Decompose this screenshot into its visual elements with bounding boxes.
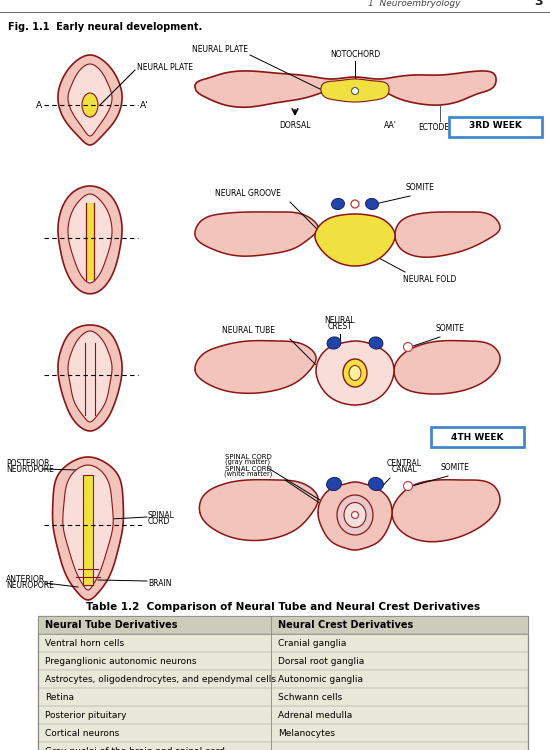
Circle shape: [351, 200, 359, 208]
Text: A': A': [140, 100, 148, 109]
Text: Neural Tube Derivatives: Neural Tube Derivatives: [45, 620, 178, 630]
Text: SOMITE: SOMITE: [436, 324, 464, 333]
Text: Gray nuclei of the brain and spinal cord: Gray nuclei of the brain and spinal cord: [45, 746, 225, 750]
Polygon shape: [392, 480, 500, 542]
Text: CORD: CORD: [148, 517, 170, 526]
Text: NEURAL PLATE: NEURAL PLATE: [137, 64, 193, 73]
Text: Retina: Retina: [45, 692, 74, 701]
Text: Posterior pituitary: Posterior pituitary: [45, 710, 126, 719]
Polygon shape: [321, 79, 389, 102]
FancyBboxPatch shape: [431, 427, 524, 446]
Text: Preganglionic autonomic neurons: Preganglionic autonomic neurons: [45, 656, 196, 665]
Polygon shape: [195, 212, 318, 256]
Text: CREST: CREST: [328, 322, 353, 331]
Text: CANAL: CANAL: [391, 465, 417, 474]
Circle shape: [404, 343, 412, 352]
Text: Fig. 1.1  Early neural development.: Fig. 1.1 Early neural development.: [8, 22, 202, 32]
Polygon shape: [395, 212, 500, 257]
Ellipse shape: [82, 93, 98, 117]
Circle shape: [351, 88, 359, 94]
Circle shape: [351, 512, 359, 518]
Polygon shape: [58, 325, 122, 431]
Text: (gray matter): (gray matter): [226, 458, 271, 465]
Text: SPINAL: SPINAL: [148, 511, 175, 520]
Polygon shape: [318, 482, 392, 550]
Polygon shape: [58, 186, 122, 294]
Text: Ventral horn cells: Ventral horn cells: [45, 638, 124, 647]
Text: NEUROPORE: NEUROPORE: [6, 581, 54, 590]
Text: Cortical neurons: Cortical neurons: [45, 728, 119, 737]
Text: BRAIN: BRAIN: [148, 578, 172, 587]
Text: Neural Crest Derivatives: Neural Crest Derivatives: [278, 620, 413, 630]
Ellipse shape: [327, 478, 342, 490]
Ellipse shape: [337, 495, 373, 535]
Text: NEURAL PLATE: NEURAL PLATE: [192, 45, 248, 54]
Polygon shape: [394, 340, 500, 394]
Text: NEURAL TUBE: NEURAL TUBE: [222, 326, 274, 335]
Polygon shape: [68, 64, 112, 136]
Text: NEURAL: NEURAL: [324, 316, 355, 325]
Ellipse shape: [349, 365, 361, 380]
Text: (white matter): (white matter): [224, 470, 272, 477]
Text: ANTERIOR: ANTERIOR: [6, 575, 45, 584]
Polygon shape: [63, 465, 113, 590]
Polygon shape: [86, 203, 94, 280]
Ellipse shape: [344, 503, 366, 527]
Text: SPINAL CORD: SPINAL CORD: [224, 454, 271, 460]
Ellipse shape: [368, 478, 383, 490]
Text: Melanocytes: Melanocytes: [278, 728, 335, 737]
Text: Autonomic ganglia: Autonomic ganglia: [278, 674, 363, 683]
Text: A: A: [36, 100, 42, 109]
Text: AA': AA': [383, 121, 397, 130]
Text: CENTRAL: CENTRAL: [387, 459, 421, 468]
Text: Astrocytes, oligodendrocytes, and ependymal cells: Astrocytes, oligodendrocytes, and ependy…: [45, 674, 276, 683]
Ellipse shape: [343, 359, 367, 387]
Text: Adrenal medulla: Adrenal medulla: [278, 710, 352, 719]
Ellipse shape: [327, 337, 341, 349]
Polygon shape: [83, 475, 93, 585]
Text: Dorsal root ganglia: Dorsal root ganglia: [278, 656, 364, 665]
Text: NOTOCHORD: NOTOCHORD: [330, 50, 380, 59]
Ellipse shape: [366, 199, 378, 209]
Bar: [38, 616, 528, 634]
Polygon shape: [316, 341, 394, 405]
Text: SOMITE: SOMITE: [405, 183, 434, 192]
Polygon shape: [68, 331, 112, 422]
Ellipse shape: [332, 199, 344, 209]
Text: NEUROPORE: NEUROPORE: [6, 464, 54, 473]
Polygon shape: [195, 71, 496, 107]
Text: 3RD WEEK: 3RD WEEK: [469, 122, 521, 130]
Polygon shape: [315, 214, 395, 266]
Text: 1  Neuroembryology: 1 Neuroembryology: [367, 0, 460, 8]
Polygon shape: [53, 457, 123, 600]
Polygon shape: [195, 340, 316, 393]
Text: 3: 3: [535, 0, 543, 8]
FancyBboxPatch shape: [448, 116, 542, 136]
Text: Cranial ganglia: Cranial ganglia: [278, 638, 346, 647]
Text: NEURAL FOLD: NEURAL FOLD: [403, 275, 456, 284]
Circle shape: [404, 482, 412, 490]
Text: SOMITE: SOMITE: [441, 463, 470, 472]
Polygon shape: [200, 480, 318, 541]
Text: POSTERIOR: POSTERIOR: [6, 458, 50, 467]
Ellipse shape: [369, 337, 383, 349]
Polygon shape: [68, 194, 112, 283]
Text: DORSAL: DORSAL: [279, 121, 311, 130]
Text: SPINAL CORD: SPINAL CORD: [224, 466, 271, 472]
Bar: [38, 616, 528, 750]
Text: Schwann cells: Schwann cells: [278, 692, 342, 701]
Text: Table 1.2  Comparison of Neural Tube and Neural Crest Derivatives: Table 1.2 Comparison of Neural Tube and …: [86, 602, 480, 612]
Text: ECTODERM: ECTODERM: [419, 123, 461, 132]
Text: 4TH WEEK: 4TH WEEK: [451, 433, 503, 442]
Polygon shape: [58, 55, 122, 145]
Text: NEURAL GROOVE: NEURAL GROOVE: [215, 189, 281, 198]
